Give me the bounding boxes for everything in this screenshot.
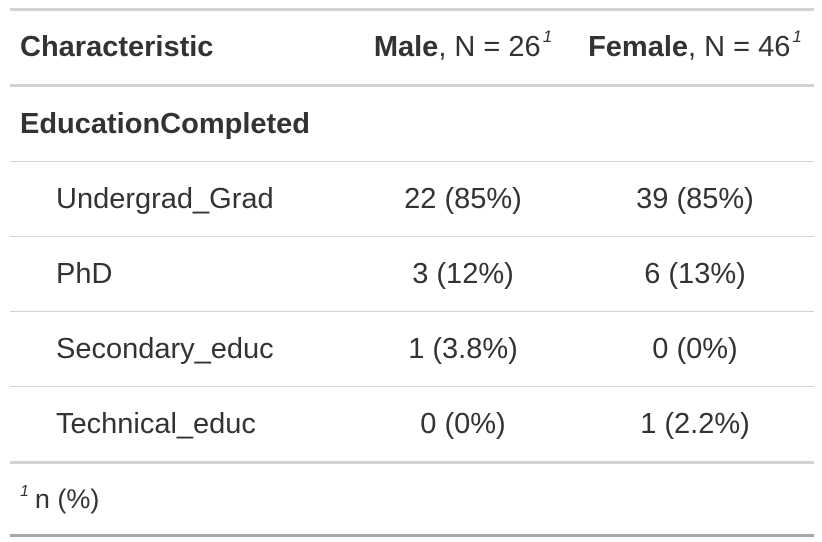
row-label: Technical_educ — [10, 386, 350, 464]
row-label: Secondary_educ — [10, 311, 350, 387]
group-empty-female — [576, 85, 814, 162]
table-row: Technical_educ 0 (0%) 1 (2.2%) — [10, 386, 814, 464]
summary-table-container: Characteristic Male, N = 26 1 Female, N =… — [10, 8, 814, 537]
table-row: Undergrad_Grad 22 (85%) 39 (85%) — [10, 161, 814, 237]
table-header: Characteristic Male, N = 26 1 Female, N =… — [10, 8, 814, 87]
summary-table: Characteristic Male, N = 26 1 Female, N =… — [10, 8, 814, 537]
table-row: PhD 3 (12%) 6 (13%) — [10, 236, 814, 312]
table-footer: 1 n (%) — [10, 462, 814, 537]
group-label: EducationCompleted — [10, 85, 350, 162]
group-empty-male — [350, 85, 576, 162]
group-row: EducationCompleted — [10, 85, 814, 162]
row-label: PhD — [10, 236, 350, 312]
row-male-value: 22 (85%) — [350, 161, 576, 237]
row-female-value: 6 (13%) — [576, 236, 814, 312]
header-male-footnote-marker: 1 — [542, 27, 553, 46]
table-body: EducationCompleted Undergrad_Grad 22 (85… — [10, 85, 814, 464]
table-row: Secondary_educ 1 (3.8%) 0 (0%) — [10, 311, 814, 387]
row-label: Undergrad_Grad — [10, 161, 350, 237]
row-female-value: 39 (85%) — [576, 161, 814, 237]
header-female-label: Female — [588, 31, 689, 63]
row-female-value: 1 (2.2%) — [576, 386, 814, 464]
header-characteristic: Characteristic — [10, 11, 350, 87]
row-male-value: 3 (12%) — [350, 236, 576, 312]
header-row: Characteristic Male, N = 26 1 Female, N =… — [10, 11, 814, 87]
header-characteristic-label: Characteristic — [20, 31, 214, 63]
header-male-label: Male — [373, 31, 439, 63]
header-male: Male, N = 26 1 — [350, 11, 576, 87]
row-male-value: 1 (3.8%) — [350, 311, 576, 387]
footnote-text: n (%) — [34, 483, 100, 514]
header-female-footnote-marker: 1 — [792, 27, 802, 46]
row-male-value: 0 (0%) — [350, 386, 576, 464]
footnote-marker: 1 — [20, 482, 29, 500]
row-female-value: 0 (0%) — [576, 311, 814, 387]
header-male-n: , N = 26 — [438, 31, 541, 63]
footnote-row: 1 n (%) — [10, 462, 814, 537]
header-female-n: , N = 46 — [688, 31, 791, 63]
header-female: Female, N = 46 1 — [576, 11, 814, 87]
footnote: 1 n (%) — [10, 462, 814, 537]
